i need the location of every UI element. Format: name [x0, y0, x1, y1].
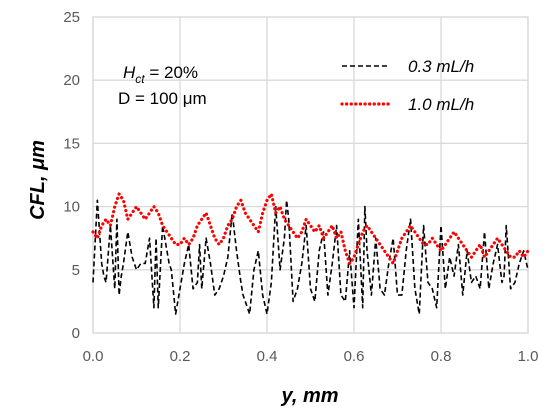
x-tick-label: 0.4	[257, 348, 278, 365]
legend: 0.3 mL/h 1.0 mL/h	[340, 57, 474, 114]
annotation-h-value: = 20%	[145, 63, 198, 82]
annotation: Hct = 20% D = 100 μm	[118, 63, 207, 108]
series-line-1-0-ml-h	[91, 192, 530, 266]
annotation-line-1: Hct = 20%	[123, 63, 198, 86]
plot-frame	[92, 16, 529, 334]
grid	[92, 16, 529, 334]
series-line-0-3-ml-h	[92, 199, 529, 315]
x-tick-label: 0.6	[344, 348, 365, 365]
y-tick-label: 20	[63, 72, 80, 89]
series-layer	[91, 192, 530, 315]
annotation-h-subscript: ct	[135, 72, 145, 86]
ticks: 0 5 10 15 20 25 0.0 0.2 0.4 0.6 0.8 1.0	[63, 9, 538, 365]
legend-label-0-3-ml-h: 0.3 mL/h	[408, 57, 474, 76]
y-tick-label: 10	[63, 199, 80, 216]
x-axis-title: y, mm	[280, 385, 338, 407]
y-tick-label: 5	[72, 262, 80, 279]
x-tick-label: 0.8	[431, 348, 452, 365]
plot-area-border	[92, 16, 529, 334]
y-tick-label: 15	[63, 135, 80, 152]
x-tick-label: 1.0	[518, 348, 539, 365]
x-tick-label: 0.2	[170, 348, 191, 365]
y-tick-label: 0	[72, 325, 80, 342]
legend-label-1-0-ml-h: 1.0 mL/h	[408, 95, 474, 114]
annotation-h: H	[123, 63, 136, 82]
annotation-line-2: D = 100 μm	[118, 89, 207, 108]
x-tick-label: 0.0	[83, 348, 104, 365]
y-tick-label: 25	[63, 9, 80, 26]
y-axis-title: CFL, μm	[27, 140, 49, 220]
